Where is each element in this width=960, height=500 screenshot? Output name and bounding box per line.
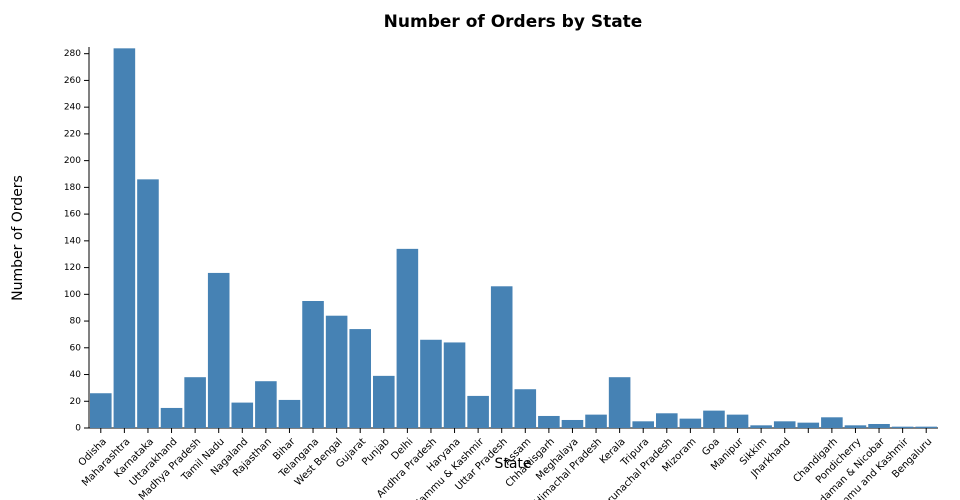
bar bbox=[137, 179, 159, 428]
bar bbox=[184, 377, 206, 428]
y-tick-label: 80 bbox=[70, 317, 82, 327]
bar bbox=[514, 389, 537, 428]
bar bbox=[632, 421, 654, 428]
bar bbox=[797, 422, 820, 428]
bar bbox=[773, 421, 796, 428]
y-tick-label: 120 bbox=[64, 263, 81, 273]
y-tick-label: 240 bbox=[64, 103, 81, 113]
bar bbox=[467, 395, 489, 428]
bar bbox=[538, 415, 560, 428]
y-tick-label: 20 bbox=[70, 397, 82, 407]
bar bbox=[113, 48, 136, 428]
bar bbox=[420, 339, 442, 428]
y-tick-label: 260 bbox=[64, 76, 81, 86]
y-tick-label: 100 bbox=[64, 290, 81, 300]
bar bbox=[302, 301, 324, 428]
bar bbox=[325, 315, 348, 428]
bar bbox=[726, 414, 749, 428]
bar bbox=[373, 375, 395, 428]
bar bbox=[396, 248, 419, 428]
bar bbox=[490, 286, 513, 428]
bar bbox=[278, 399, 301, 428]
bar bbox=[750, 425, 772, 428]
bar bbox=[891, 426, 914, 428]
bar bbox=[608, 377, 631, 428]
bar bbox=[231, 402, 254, 428]
bar bbox=[561, 419, 584, 428]
y-tick-label: 0 bbox=[75, 424, 81, 434]
y-tick-label: 180 bbox=[64, 183, 81, 193]
bar bbox=[679, 418, 702, 428]
y-tick-label: 60 bbox=[70, 343, 82, 353]
x-axis-label: State bbox=[494, 456, 531, 472]
y-tick-label: 160 bbox=[64, 210, 81, 220]
y-axis-label: Number of Orders bbox=[10, 175, 26, 301]
bar bbox=[703, 410, 725, 428]
y-tick-label: 200 bbox=[64, 156, 81, 166]
bar bbox=[868, 423, 890, 428]
bar bbox=[585, 414, 607, 428]
y-tick-label: 40 bbox=[70, 370, 82, 380]
bar bbox=[255, 381, 277, 428]
bar bbox=[821, 417, 843, 428]
y-tick-label: 280 bbox=[64, 49, 81, 59]
y-tick-label: 140 bbox=[64, 236, 81, 246]
bar bbox=[90, 393, 112, 428]
bar bbox=[160, 407, 183, 428]
y-tick-label: 220 bbox=[64, 129, 81, 139]
bar bbox=[443, 342, 466, 428]
chart-title: Number of Orders by State bbox=[384, 12, 643, 32]
bar bbox=[656, 413, 678, 428]
bar bbox=[349, 329, 371, 428]
bar bbox=[915, 426, 937, 428]
bar bbox=[844, 425, 867, 428]
bar bbox=[207, 272, 230, 428]
